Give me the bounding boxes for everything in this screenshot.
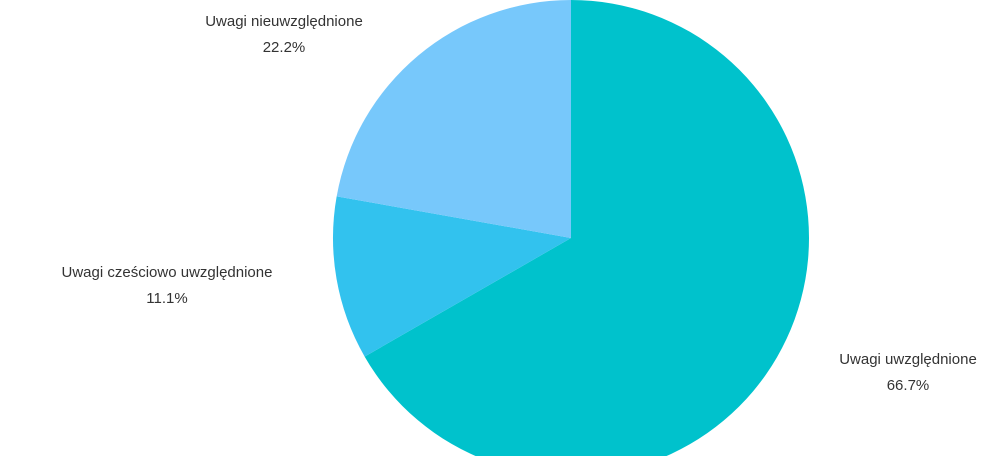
slice-value-uwzglednione: 66.7% (887, 377, 930, 394)
slice-value-nieuwzglednione: 22.2% (263, 39, 306, 56)
pie-slices (332, 0, 809, 456)
slice-czesciowo-uwzglednione (332, 196, 571, 357)
slice-label-nieuwzglednione: Uwagi nieuwzględnione (205, 13, 363, 30)
slice-label-czesciowo: Uwagi cześciowo uwzględnione (62, 264, 273, 281)
slice-nieuwzglednione (336, 0, 571, 238)
slice-uwzglednione (364, 0, 809, 456)
slice-label-uwzglednione: Uwagi uwzględnione (839, 351, 977, 368)
slice-value-czesciowo: 11.1% (146, 290, 187, 307)
